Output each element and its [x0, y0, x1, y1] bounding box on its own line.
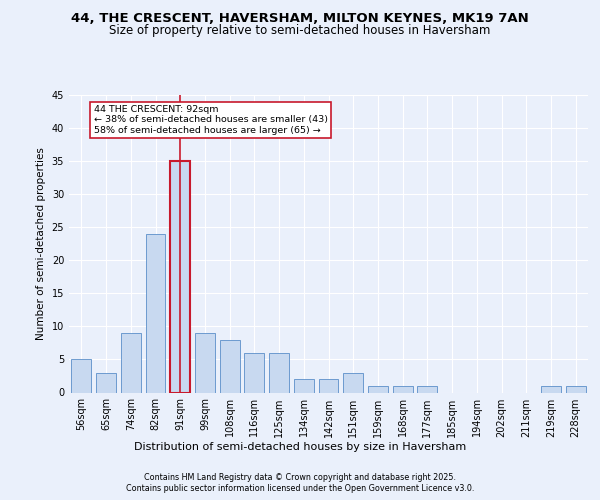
Text: 44 THE CRESCENT: 92sqm
← 38% of semi-detached houses are smaller (43)
58% of sem: 44 THE CRESCENT: 92sqm ← 38% of semi-det…: [94, 105, 328, 134]
Bar: [541, 386, 561, 392]
Bar: [195, 333, 215, 392]
Bar: [418, 386, 437, 392]
Bar: [269, 353, 289, 393]
Text: Distribution of semi-detached houses by size in Haversham: Distribution of semi-detached houses by …: [134, 442, 466, 452]
Bar: [393, 386, 413, 392]
Bar: [170, 161, 190, 392]
Bar: [294, 380, 314, 392]
Y-axis label: Number of semi-detached properties: Number of semi-detached properties: [36, 148, 46, 340]
Bar: [71, 360, 91, 392]
Bar: [121, 333, 140, 392]
Bar: [343, 372, 363, 392]
Text: Contains HM Land Registry data © Crown copyright and database right 2025.: Contains HM Land Registry data © Crown c…: [144, 472, 456, 482]
Bar: [368, 386, 388, 392]
Bar: [244, 353, 264, 393]
Bar: [566, 386, 586, 392]
Text: Size of property relative to semi-detached houses in Haversham: Size of property relative to semi-detach…: [109, 24, 491, 37]
Bar: [96, 372, 116, 392]
Text: Contains public sector information licensed under the Open Government Licence v3: Contains public sector information licen…: [126, 484, 474, 493]
Bar: [220, 340, 239, 392]
Text: 44, THE CRESCENT, HAVERSHAM, MILTON KEYNES, MK19 7AN: 44, THE CRESCENT, HAVERSHAM, MILTON KEYN…: [71, 12, 529, 26]
Bar: [146, 234, 166, 392]
Bar: [319, 380, 338, 392]
